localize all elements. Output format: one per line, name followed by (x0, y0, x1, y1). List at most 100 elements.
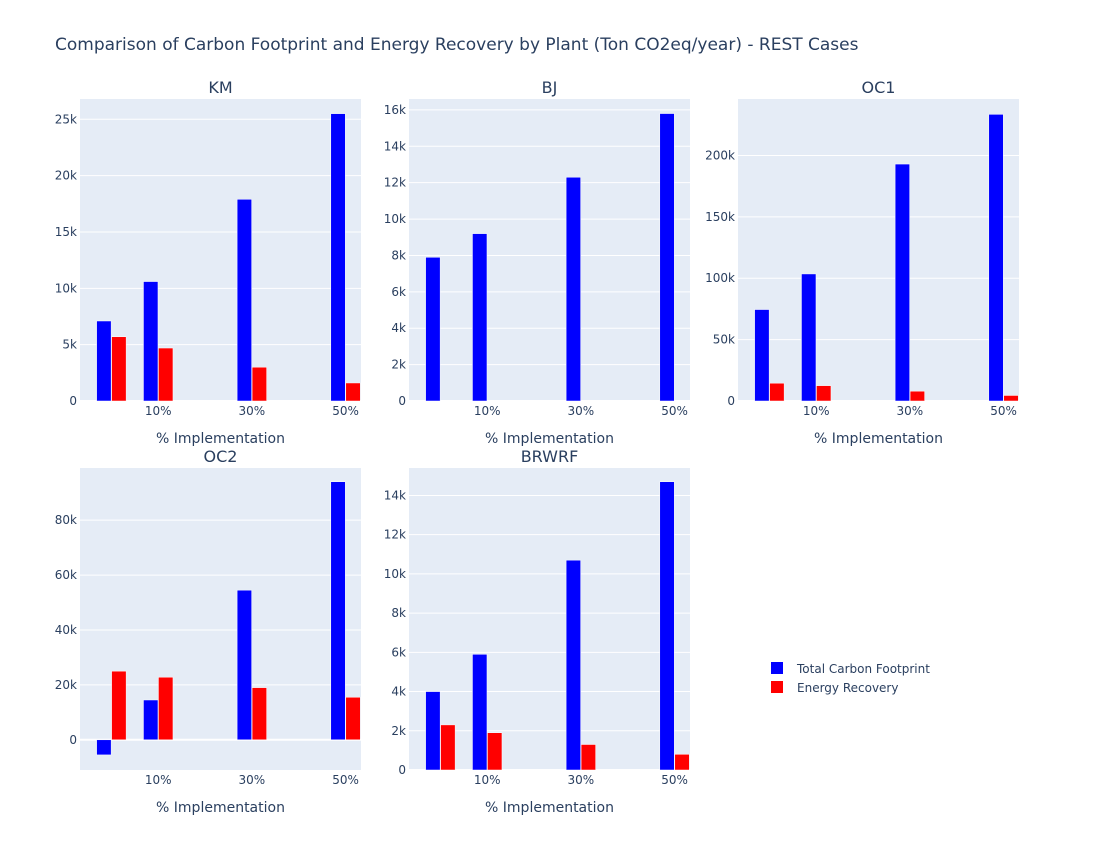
bar-carbon-footprint-0%[interactable] (425, 257, 441, 402)
y-tick-label: 14k (384, 139, 406, 153)
x-tick-label: 50% (332, 404, 359, 418)
bar-energy-recovery-30%[interactable] (251, 366, 267, 402)
x-tick-label: 30% (568, 404, 595, 418)
bar-carbon-footprint-50%[interactable] (330, 113, 346, 402)
subplot-bj: 0 2k 4k 6k 8k 10k 12k 14k 16k 10% 30% 50% BJ % Implem… (384, 78, 690, 447)
legend-item-carbon-footprint[interactable]: Total Carbon Footprint (771, 662, 930, 676)
bar-carbon-footprint-0%[interactable] (425, 691, 441, 771)
y-tick-label: 4k (391, 685, 406, 699)
y-tick-label: 16k (384, 103, 406, 117)
legend-label: Energy Recovery (797, 681, 898, 695)
y-tick-label: 0 (727, 394, 735, 408)
bar-energy-recovery-50%[interactable] (345, 382, 361, 402)
legend-swatch (771, 681, 783, 693)
chart-title: Comparison of Carbon Footprint and Energ… (55, 35, 859, 55)
x-tick-label: 10% (474, 773, 501, 787)
y-tick-label: 4k (391, 321, 406, 335)
y-tick-label: 10k (384, 212, 406, 226)
y-tick-label: 12k (384, 176, 406, 190)
x-axis-title: % Implementation (156, 431, 285, 447)
bar-carbon-footprint-30%[interactable] (236, 589, 252, 741)
subplot-title: OC2 (204, 447, 238, 466)
subplot-title: BRWRF (521, 447, 579, 466)
bar-carbon-footprint-0%[interactable] (96, 739, 112, 756)
bar-carbon-footprint-30%[interactable] (894, 163, 910, 402)
bar-energy-recovery-50%[interactable] (674, 754, 690, 771)
bar-energy-recovery-50%[interactable] (345, 696, 361, 741)
bar-carbon-footprint-10%[interactable] (472, 654, 488, 771)
y-tick-label: 60k (55, 568, 77, 582)
y-tick-label: 50k (713, 333, 735, 347)
bar-carbon-footprint-50%[interactable] (988, 114, 1004, 402)
bar-carbon-footprint-50%[interactable] (659, 113, 675, 402)
y-tick-label: 10k (384, 567, 406, 581)
bar-energy-recovery-0%[interactable] (769, 382, 785, 402)
bar-energy-recovery-30%[interactable] (580, 744, 596, 771)
x-tick-label: 50% (661, 404, 688, 418)
x-axis-title: % Implementation (156, 800, 285, 816)
subplot-title: BJ (542, 78, 558, 97)
bar-carbon-footprint-30%[interactable] (565, 559, 581, 771)
bar-carbon-footprint-0%[interactable] (96, 320, 112, 402)
bar-carbon-footprint-30%[interactable] (236, 199, 252, 402)
bar-carbon-footprint-50%[interactable] (330, 481, 346, 741)
y-tick-label: 8k (391, 606, 406, 620)
x-tick-label: 30% (239, 773, 266, 787)
y-tick-label: 12k (384, 528, 406, 542)
x-tick-label: 50% (332, 773, 359, 787)
subplots: 0 5k 10k 15k 20k 25k 10% 30% 50% KM % Implementati… (55, 78, 1019, 816)
x-axis-title: % Implementation (814, 431, 943, 447)
x-tick-label: 30% (897, 404, 924, 418)
y-tick-label: 0 (398, 763, 406, 777)
bar-energy-recovery-10%[interactable] (158, 676, 174, 741)
x-axis-title: % Implementation (485, 431, 614, 447)
bar-carbon-footprint-10%[interactable] (801, 273, 817, 402)
plot-area (80, 468, 361, 770)
bar-energy-recovery-50%[interactable] (1003, 395, 1019, 402)
y-tick-label: 20k (55, 169, 77, 183)
x-tick-label: 10% (145, 773, 172, 787)
bar-carbon-footprint-10%[interactable] (143, 699, 159, 741)
x-tick-label: 30% (568, 773, 595, 787)
y-tick-label: 0 (69, 733, 77, 747)
y-tick-label: 10k (55, 281, 77, 295)
y-tick-label: 40k (55, 623, 77, 637)
bar-carbon-footprint-10%[interactable] (143, 281, 159, 402)
plot-area (409, 468, 690, 770)
legend-item-energy-recovery[interactable]: Energy Recovery (771, 681, 898, 695)
legend[interactable]: Total Carbon Footprint Energy Recovery (771, 662, 930, 695)
y-tick-label: 2k (391, 724, 406, 738)
x-tick-label: 10% (145, 404, 172, 418)
plot-area (80, 99, 361, 401)
y-tick-label: 25k (55, 112, 77, 126)
bar-carbon-footprint-0%[interactable] (754, 309, 770, 402)
x-axis-title: % Implementation (485, 800, 614, 816)
bar-energy-recovery-0%[interactable] (111, 670, 127, 741)
legend-label: Total Carbon Footprint (796, 662, 930, 676)
bar-carbon-footprint-10%[interactable] (472, 233, 488, 402)
bar-energy-recovery-10%[interactable] (487, 732, 503, 771)
bar-energy-recovery-10%[interactable] (158, 347, 174, 402)
x-tick-label: 10% (474, 404, 501, 418)
subplot-oc2: 0 20k 40k 60k 80k 10% 30% 50% OC2 % Implementatio… (55, 447, 361, 816)
y-tick-label: 0 (69, 394, 77, 408)
bar-energy-recovery-0%[interactable] (111, 336, 127, 402)
y-tick-label: 15k (55, 225, 77, 239)
y-tick-label: 80k (55, 513, 77, 527)
bar-energy-recovery-0%[interactable] (440, 724, 456, 771)
bar-energy-recovery-30%[interactable] (251, 687, 267, 741)
bar-energy-recovery-30%[interactable] (909, 390, 925, 402)
bar-energy-recovery-10%[interactable] (816, 385, 832, 402)
x-tick-label: 30% (239, 404, 266, 418)
y-tick-label: 20k (55, 678, 77, 692)
subplot-title: KM (208, 78, 232, 97)
subplot-title: OC1 (862, 78, 896, 97)
y-tick-label: 0 (398, 394, 406, 408)
y-tick-label: 200k (705, 148, 735, 162)
bar-carbon-footprint-50%[interactable] (659, 481, 675, 771)
y-tick-label: 100k (705, 271, 735, 285)
bar-carbon-footprint-30%[interactable] (565, 176, 581, 402)
plot-area (409, 99, 690, 401)
x-tick-label: 50% (990, 404, 1017, 418)
y-tick-label: 150k (705, 210, 735, 224)
